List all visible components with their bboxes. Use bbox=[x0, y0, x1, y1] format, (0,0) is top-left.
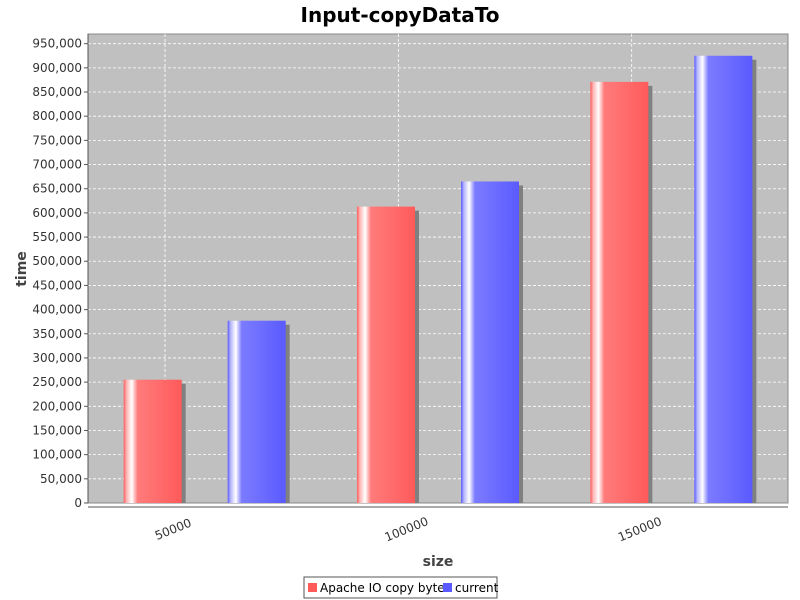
y-tick-label: 350,000 bbox=[32, 327, 82, 341]
y-tick-label: 0 bbox=[74, 496, 82, 510]
y-tick-label: 950,000 bbox=[32, 37, 82, 51]
y-tick-label: 300,000 bbox=[32, 351, 82, 365]
y-tick-label: 500,000 bbox=[32, 254, 82, 268]
x-tick-label: 50000 bbox=[153, 516, 194, 543]
y-tick-label: 750,000 bbox=[32, 133, 82, 147]
y-tick-label: 550,000 bbox=[32, 230, 82, 244]
legend-swatch-current bbox=[443, 583, 452, 592]
bar-current-100000 bbox=[461, 181, 519, 504]
y-tick-label: 450,000 bbox=[32, 278, 82, 292]
y-tick-label: 100,000 bbox=[32, 448, 82, 462]
x-axis-label: size bbox=[423, 554, 454, 570]
y-tick-label: 50,000 bbox=[40, 472, 82, 486]
chart-title: Input-copyDataTo bbox=[301, 3, 500, 27]
bars bbox=[123, 55, 757, 504]
x-tick-label: 100000 bbox=[383, 514, 431, 544]
y-axis-label: time bbox=[14, 251, 30, 287]
bar-apache-100000 bbox=[357, 206, 415, 504]
legend-swatch-apache bbox=[308, 583, 317, 592]
y-tick-label: 200,000 bbox=[32, 399, 82, 413]
y-tick-label: 700,000 bbox=[32, 158, 82, 172]
bar-apache-50000 bbox=[123, 379, 182, 503]
bar-current-150000 bbox=[694, 55, 753, 504]
y-tick-label: 650,000 bbox=[32, 182, 82, 196]
y-tick-label: 600,000 bbox=[32, 206, 82, 220]
y-tick-label: 850,000 bbox=[32, 85, 82, 99]
y-tick-label: 250,000 bbox=[32, 375, 82, 389]
bar-current-50000 bbox=[227, 320, 286, 503]
y-tick-label: 900,000 bbox=[32, 61, 82, 75]
bar-apache-150000 bbox=[590, 81, 649, 504]
legend: Apache IO copy bytes current bbox=[303, 576, 499, 599]
y-tick-label: 400,000 bbox=[32, 303, 82, 317]
x-tick-label: 150000 bbox=[616, 514, 664, 544]
legend-label-current: current bbox=[455, 581, 499, 595]
plot-area bbox=[87, 33, 789, 504]
y-tick-label: 150,000 bbox=[32, 423, 82, 437]
y-tick-label: 800,000 bbox=[32, 109, 82, 123]
legend-frame bbox=[303, 576, 498, 599]
legend-label-apache: Apache IO copy bytes bbox=[320, 581, 451, 595]
